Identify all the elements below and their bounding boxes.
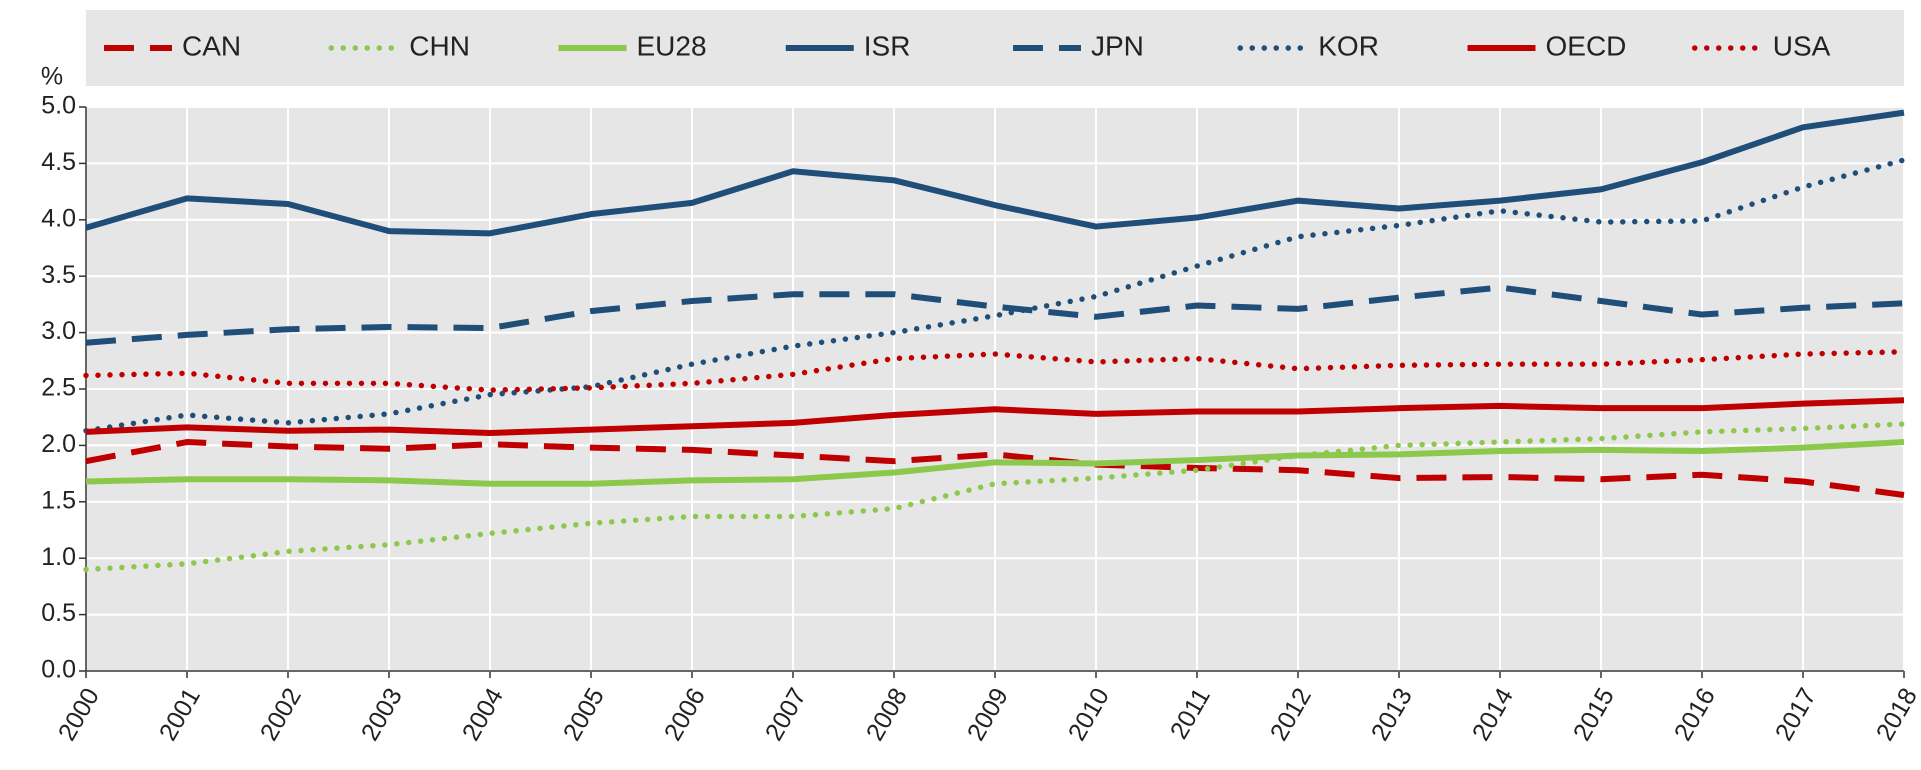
y-tick-label: 1.0: [41, 543, 76, 571]
legend-box: [86, 10, 1904, 86]
legend-label: OECD: [1546, 30, 1627, 61]
series-line: [85, 109, 1905, 237]
legend-label: USA: [1773, 30, 1831, 61]
x-tick-label: 2010: [1063, 683, 1115, 745]
y-tick-label: 0.5: [41, 599, 76, 627]
x-tick-label: 2004: [457, 683, 509, 745]
x-tick-label: 2018: [1871, 683, 1921, 745]
x-tick-label: 2001: [154, 683, 206, 745]
y-axis-label: %: [41, 63, 63, 91]
x-tick-label: 2007: [760, 683, 812, 745]
y-tick-label: 0.0: [41, 656, 76, 684]
y-tick-label: 5.0: [41, 92, 76, 120]
x-tick-label: 2014: [1467, 683, 1519, 745]
y-tick-label: 3.5: [41, 261, 76, 289]
x-tick-label: 2013: [1366, 683, 1418, 745]
series-line: [83, 157, 1907, 434]
x-tick-label: 2009: [962, 683, 1014, 745]
x-tick-label: 2012: [1265, 683, 1317, 745]
legend-label: KOR: [1318, 30, 1379, 61]
y-tick-label: 4.0: [41, 204, 76, 232]
series-line: [85, 439, 1905, 499]
y-tick-label: 1.5: [41, 486, 76, 514]
legend-label: ISR: [864, 30, 911, 61]
series-line: [85, 439, 1905, 487]
x-tick-label: 2005: [558, 683, 610, 745]
legend-label: CHN: [409, 30, 470, 61]
legend-label: JPN: [1091, 30, 1144, 61]
series-line: [85, 284, 1905, 346]
legend-label: EU28: [637, 30, 707, 61]
series-line: [85, 397, 1905, 436]
x-tick-label: 2011: [1165, 683, 1216, 744]
x-tick-label: 2016: [1669, 683, 1721, 745]
x-tick-label: 2006: [659, 683, 711, 745]
x-tick-label: 2017: [1770, 683, 1822, 745]
y-tick-label: 2.5: [41, 374, 76, 402]
series-line: [83, 421, 1907, 573]
x-tick-label: 2002: [255, 683, 307, 745]
x-tick-label: 2003: [356, 683, 408, 745]
series-line: [83, 349, 1907, 393]
x-tick-label: 2008: [861, 683, 913, 745]
x-tick-label: 2015: [1568, 683, 1620, 745]
y-tick-label: 4.5: [41, 148, 76, 176]
x-tick-label: 2000: [53, 683, 105, 745]
y-tick-label: 2.0: [41, 430, 76, 458]
legend-label: CAN: [182, 30, 241, 61]
y-tick-label: 3.0: [41, 317, 76, 345]
